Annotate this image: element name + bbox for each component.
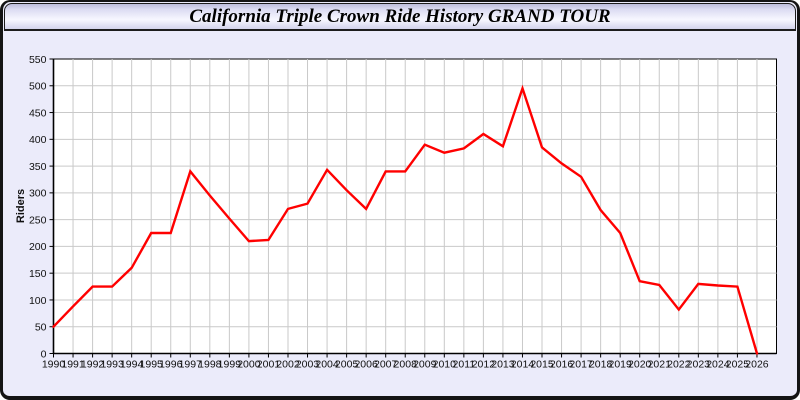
x-tick-label: 1997	[179, 359, 203, 371]
y-tick-label: 550	[29, 54, 47, 66]
x-tick-label: 2026	[745, 359, 769, 371]
gridlines	[53, 59, 777, 354]
y-tick-label: 350	[29, 161, 47, 173]
x-tick-label: 2021	[648, 359, 672, 371]
x-tick-label: 1996	[159, 359, 183, 371]
y-tick-label: 500	[29, 81, 47, 93]
x-tick-label: 1994	[120, 359, 144, 371]
x-tick-label: 2007	[374, 359, 398, 371]
y-tick-label: 150	[29, 268, 47, 280]
plot-area	[53, 58, 777, 354]
x-tick-label: 2014	[511, 359, 535, 371]
x-tick-label: 1991	[61, 359, 85, 371]
x-tick-label: 2024	[706, 359, 730, 371]
x-tick-label: 2012	[472, 359, 496, 371]
x-tick-label: 2023	[687, 359, 711, 371]
x-tick-label: 1995	[140, 359, 164, 371]
x-tick-label: 2016	[550, 359, 574, 371]
x-tick-label: 1993	[100, 359, 124, 371]
y-axis-labels: 0 50 100 150 200 250 300 350 400 450 500 550	[29, 54, 47, 360]
y-tick-label: 50	[35, 322, 47, 334]
y-tick-label: 450	[29, 107, 47, 119]
x-tick-label: 2000	[237, 359, 261, 371]
title-bar: California Triple Crown Ride History GRA…	[4, 3, 796, 31]
x-tick-label: 2005	[335, 359, 359, 371]
x-tick-label: 2008	[394, 359, 418, 371]
x-tick-label: 2025	[726, 359, 750, 371]
x-tick-label: 2006	[354, 359, 378, 371]
y-tick-label: 250	[29, 214, 47, 226]
x-tick-label: 2011	[453, 359, 476, 371]
x-axis-labels: 1990199119921993199419951996199719981999…	[42, 359, 769, 371]
x-tick-label: 1998	[198, 359, 222, 371]
x-tick-label: 2003	[296, 359, 320, 371]
x-tick-label: 2009	[413, 359, 437, 371]
x-tick-label: 2015	[530, 359, 554, 371]
x-tick-label: 2010	[433, 359, 457, 371]
x-tick-label: 2018	[589, 359, 613, 371]
axes	[52, 59, 777, 355]
y-tick-label: 300	[29, 188, 47, 200]
riders-series-line	[52, 84, 759, 355]
x-tick-label: 2013	[491, 359, 515, 371]
y-tick-label: 400	[29, 134, 47, 146]
x-tick-label: 1999	[218, 359, 242, 371]
x-tick-label: 2001	[257, 359, 281, 371]
page-title: California Triple Crown Ride History GRA…	[189, 5, 611, 27]
x-tick-label: 2002	[276, 359, 300, 371]
y-tick-label: 200	[29, 241, 47, 253]
x-tick-label: 1992	[81, 359, 105, 371]
y-tick-label: 100	[29, 295, 47, 307]
x-tick-label: 2019	[608, 359, 632, 371]
x-tick-label: 2004	[315, 359, 339, 371]
tick-marks	[49, 58, 758, 358]
x-tick-label: 1990	[42, 359, 66, 371]
x-tick-label: 2017	[569, 359, 593, 371]
y-tick-label: 0	[41, 348, 47, 360]
x-tick-label: 2022	[667, 359, 691, 371]
y-axis-title: Riders	[15, 188, 27, 224]
x-tick-label: 2020	[628, 359, 652, 371]
